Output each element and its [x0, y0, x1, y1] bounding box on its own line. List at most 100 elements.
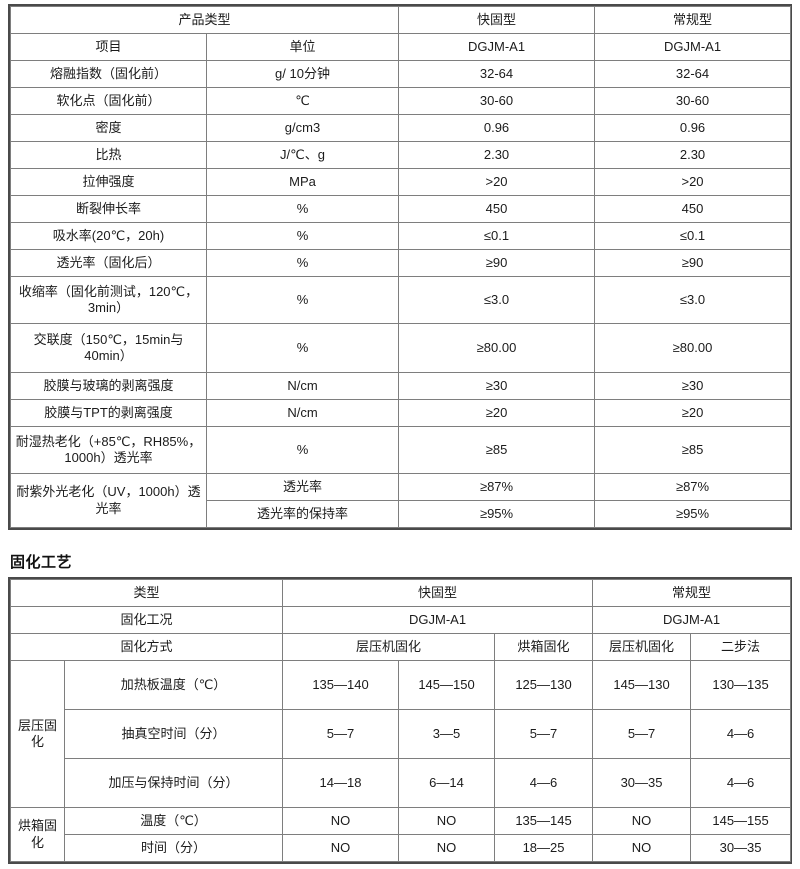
table-row: 透光率（固化后） % ≥90 ≥90: [10, 249, 792, 277]
cell-value: 145—150: [398, 660, 496, 710]
param-label: 时间（分）: [63, 834, 284, 862]
column-header-regular: 常规型: [594, 6, 792, 34]
row-item: 胶膜与玻璃的剥离强度: [10, 372, 207, 400]
row-value-regular: ≥85: [594, 426, 792, 474]
cell-value: NO: [282, 834, 400, 862]
row-value-fast: ≥85: [398, 426, 596, 474]
cell-value: 125—130: [494, 660, 594, 710]
spec-table-frame: 产品类型 快固型 常规型 项目 单位 DGJM-A1 DGJM-A1 熔融指数（…: [8, 4, 792, 530]
row-value-regular: >20: [594, 168, 792, 196]
row-unit: %: [205, 323, 400, 373]
curing-header-regular: 常规型: [592, 579, 792, 607]
row-value-regular: ≤3.0: [594, 276, 792, 324]
table-subheader-row: 项目 单位 DGJM-A1 DGJM-A1: [10, 33, 792, 61]
cell-value: 30—35: [592, 758, 692, 808]
curing-process-title: 固化工艺: [10, 554, 73, 571]
param-label: 加压与保持时间（分）: [63, 758, 284, 808]
row-value-regular: ≥20: [594, 399, 792, 427]
cell-value: 145—130: [592, 660, 692, 710]
curing-method-row: 固化方式 层压机固化 烘箱固化 层压机固化 二步法: [9, 633, 792, 661]
row-value-regular: ≥95%: [594, 500, 792, 528]
row-item: 拉伸强度: [10, 168, 207, 196]
table-row-uv: 透光率的保持率 ≥95% ≥95%: [11, 500, 792, 528]
row-item: 软化点（固化前）: [10, 87, 207, 115]
group-label-lamination: 层压固化: [10, 660, 65, 808]
row-value-fast: ≥87%: [398, 473, 596, 501]
table-row: 熔融指数（固化前） g/ 10分钟 32-64 32-64: [10, 60, 792, 88]
cell-value: NO: [592, 807, 692, 835]
row-value-fast: 0.96: [398, 114, 596, 142]
row-unit: 透光率的保持率: [205, 500, 400, 528]
cell-value: NO: [398, 807, 496, 835]
document-page: 产品类型 快固型 常规型 项目 单位 DGJM-A1 DGJM-A1 熔融指数（…: [8, 4, 792, 864]
cell-value: 130—135: [690, 660, 792, 710]
table-row: 耐湿热老化（+85℃，RH85%，1000h）透光率 % ≥85 ≥85: [10, 426, 792, 474]
row-value-fast: ≥20: [398, 399, 596, 427]
curing-method-1: 烘箱固化: [494, 633, 594, 661]
row-unit: J/℃、g: [205, 141, 400, 169]
row-item: 透光率（固化后）: [10, 249, 207, 277]
row-value-regular: ≥90: [594, 249, 792, 277]
row-unit: 透光率: [205, 473, 400, 501]
curing-header-row: 类型 快固型 常规型: [9, 579, 792, 607]
curing-data-row: 加压与保持时间（分） 14—18 6—14 4—6 30—35 4—6: [11, 758, 792, 808]
row-value-regular: ≥80.00: [594, 323, 792, 373]
cell-value: 4—6: [690, 758, 792, 808]
curing-method-2: 层压机固化: [592, 633, 692, 661]
row-item: 交联度（150℃，15min与40min）: [10, 323, 207, 373]
row-item: 吸水率(20℃，20h): [10, 222, 207, 250]
curing-process-table: 类型 快固型 常规型 固化工况 DGJM-A1 DGJM-A1 固化方式 层压机…: [9, 579, 792, 862]
cell-value: 3—5: [398, 709, 496, 759]
product-type-header: 产品类型: [9, 6, 400, 34]
curing-table-frame: 类型 快固型 常规型 固化工况 DGJM-A1 DGJM-A1 固化方式 层压机…: [8, 577, 792, 864]
row-item: 断裂伸长率: [10, 195, 207, 223]
row-value-regular: 0.96: [594, 114, 792, 142]
curing-header-fast: 快固型: [282, 579, 594, 607]
curing-data-row: 时间（分） NO NO 18—25 NO 30—35: [11, 834, 792, 862]
row-unit: g/cm3: [205, 114, 400, 142]
row-unit: %: [205, 195, 400, 223]
product-spec-table: 产品类型 快固型 常规型 项目 单位 DGJM-A1 DGJM-A1 熔融指数（…: [9, 6, 792, 528]
row-item: 收缩率（固化前测试，120℃，3min）: [10, 276, 207, 324]
row-unit: %: [205, 276, 400, 324]
table-row: 拉伸强度 MPa >20 >20: [10, 168, 792, 196]
row-item: 耐紫外光老化（UV，1000h）透光率: [10, 473, 207, 528]
row-value-regular: ≥87%: [594, 473, 792, 501]
row-unit: MPa: [205, 168, 400, 196]
param-label: 加热板温度（℃）: [63, 660, 284, 710]
curing-data-row: 层压固化 加热板温度（℃） 135—140 145—150 125—130 14…: [10, 660, 792, 808]
row-value-fast: ≥95%: [398, 500, 596, 528]
table-header-row: 产品类型 快固型 常规型: [9, 6, 792, 34]
param-label: 抽真空时间（分）: [63, 709, 284, 759]
row-value-regular: 2.30: [594, 141, 792, 169]
row-unit: N/cm: [205, 399, 400, 427]
row-value-regular: ≤0.1: [594, 222, 792, 250]
cell-value: 135—145: [494, 807, 594, 835]
table-row: 断裂伸长率 % 450 450: [10, 195, 792, 223]
row-unit: %: [205, 222, 400, 250]
curing-regular-model: DGJM-A1: [592, 606, 792, 634]
table-row: 软化点（固化前） ℃ 30-60 30-60: [10, 87, 792, 115]
row-item: 熔融指数（固化前）: [10, 60, 207, 88]
row-value-fast: ≥30: [398, 372, 596, 400]
row-value-regular: 32-64: [594, 60, 792, 88]
row-value-fast: 30-60: [398, 87, 596, 115]
row-unit: %: [205, 426, 400, 474]
row-value-fast: 2.30: [398, 141, 596, 169]
cell-value: 30—35: [690, 834, 792, 862]
cell-value: NO: [282, 807, 400, 835]
row-value-regular: ≥30: [594, 372, 792, 400]
row-value-regular: 450: [594, 195, 792, 223]
curing-condition-row: 固化工况 DGJM-A1 DGJM-A1: [9, 606, 792, 634]
cell-value: 6—14: [398, 758, 496, 808]
table-row: 交联度（150℃，15min与40min） % ≥80.00 ≥80.00: [10, 323, 792, 373]
row-value-regular: 30-60: [594, 87, 792, 115]
table-row: 胶膜与玻璃的剥离强度 N/cm ≥30 ≥30: [10, 372, 792, 400]
row-value-fast: ≥90: [398, 249, 596, 277]
cell-value: 14—18: [282, 758, 400, 808]
column-header-fast: 快固型: [398, 6, 596, 34]
table-row: 比热 J/℃、g 2.30 2.30: [10, 141, 792, 169]
curing-method-label: 固化方式: [9, 633, 284, 661]
row-value-fast: >20: [398, 168, 596, 196]
cell-value: 5—7: [282, 709, 400, 759]
